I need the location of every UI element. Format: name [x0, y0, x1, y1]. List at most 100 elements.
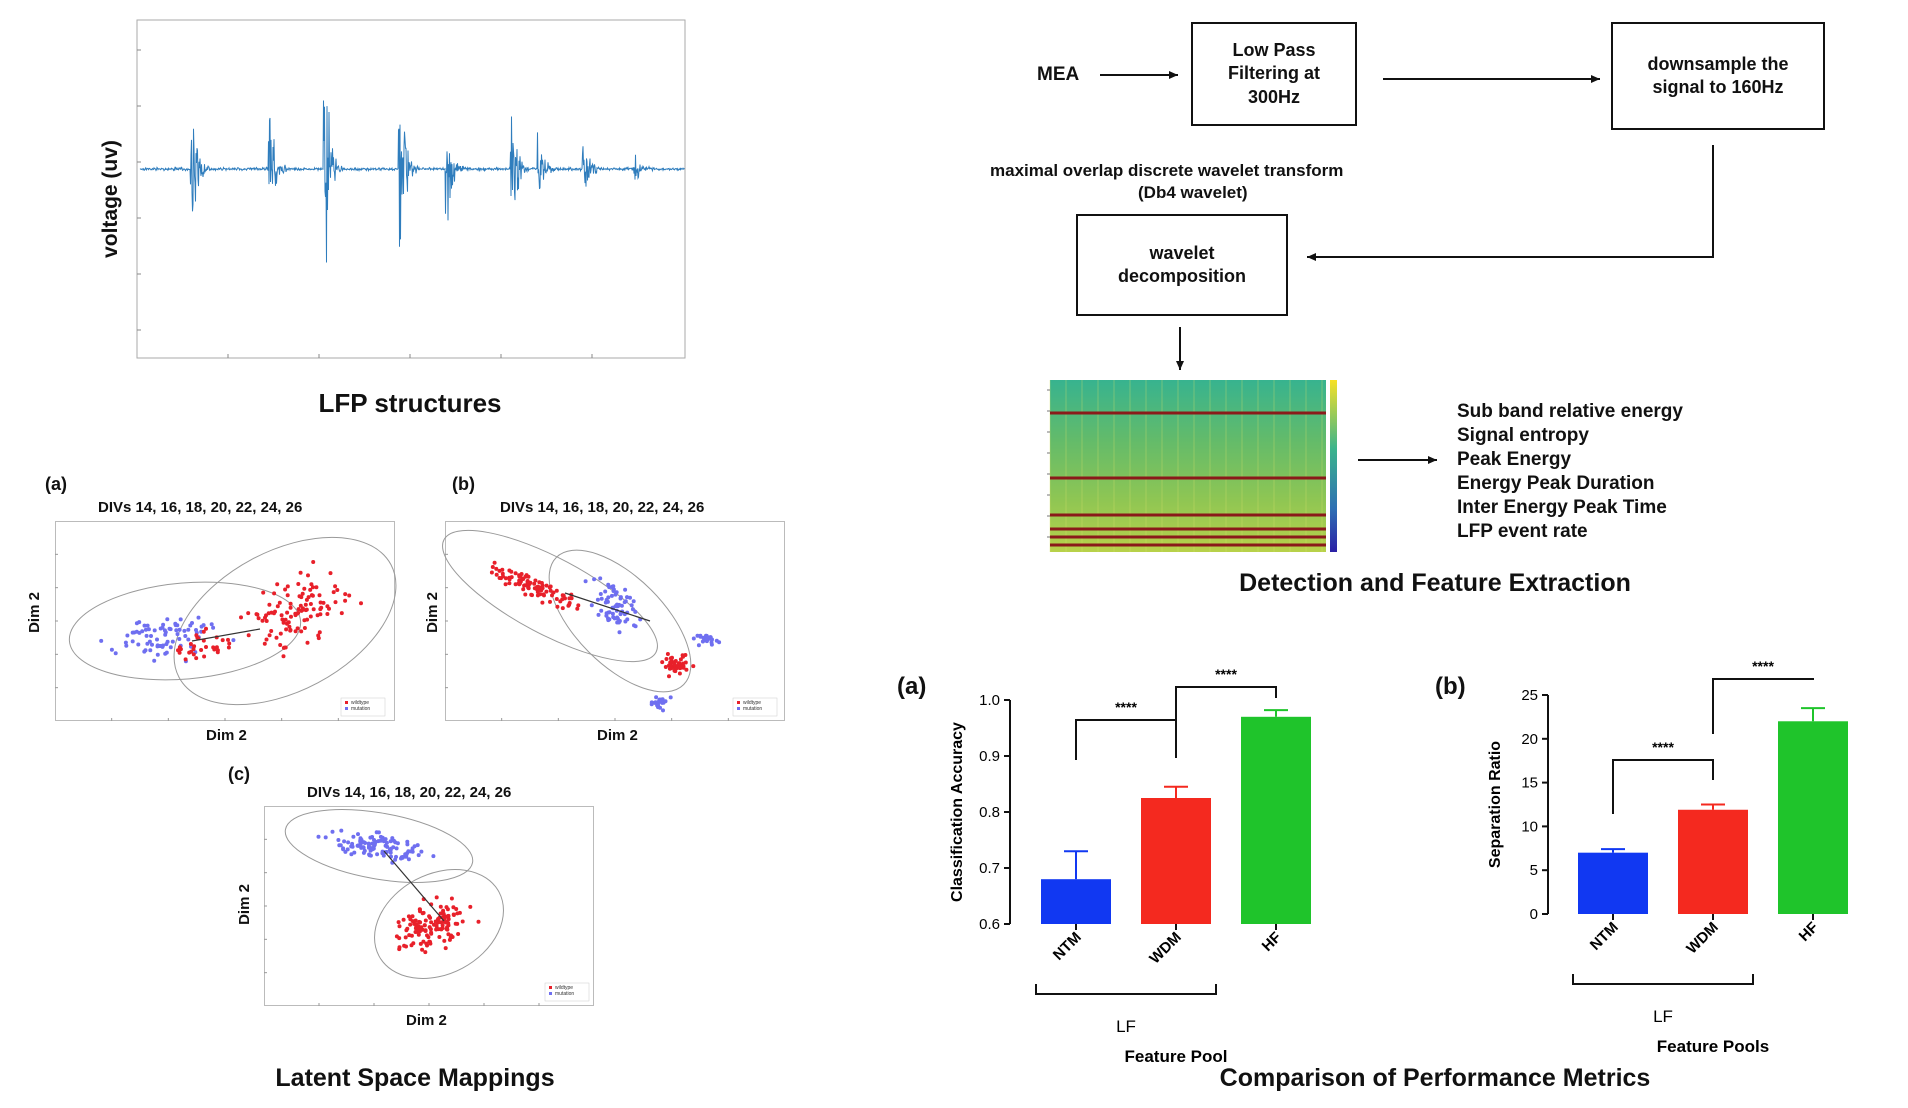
- scatter-point: [158, 626, 163, 631]
- scatter-point: [148, 648, 153, 653]
- scatter-point: [367, 852, 372, 857]
- latent-a-xlabel: Dim 2: [206, 727, 247, 744]
- scatter-point: [540, 600, 545, 605]
- scatter-point: [440, 923, 445, 928]
- scatter-point: [609, 593, 614, 598]
- scatter-point: [415, 843, 420, 848]
- scatter-point: [610, 585, 615, 590]
- scatter-point: [306, 573, 310, 578]
- scatter-point: [526, 585, 531, 590]
- scatter-point: [416, 930, 420, 935]
- scatter-point: [196, 615, 201, 620]
- cluster-ellipse: [284, 809, 474, 883]
- scatter-point: [623, 587, 628, 592]
- scatter-point: [316, 633, 321, 638]
- scatter-point: [656, 705, 660, 710]
- scatter-point: [239, 615, 243, 620]
- scatter-point: [615, 620, 620, 625]
- feature-item: Sub band relative energy: [1457, 401, 1683, 422]
- scatter-point: [438, 927, 443, 932]
- perf-caption: Comparison of Performance Metrics: [1219, 1064, 1651, 1092]
- scatter-point: [503, 576, 508, 581]
- scatter-point: [177, 645, 182, 650]
- scatter-point: [275, 582, 280, 587]
- y-tick-label: 0.6: [979, 916, 1000, 933]
- scatter-point: [695, 633, 700, 638]
- scatter-point: [175, 623, 180, 628]
- scatter-point: [279, 613, 284, 618]
- scatter-point: [665, 652, 670, 656]
- significance-stars: ****: [1752, 658, 1774, 674]
- feature-item: Inter Energy Peak Time: [1457, 497, 1667, 518]
- feature-item: Energy Peak Duration: [1457, 473, 1655, 494]
- scatter-point: [277, 600, 282, 605]
- scatter-point: [454, 907, 459, 911]
- bar-wdm: [1141, 798, 1211, 924]
- scatter-point: [663, 665, 668, 669]
- scatter-point: [691, 636, 696, 641]
- significance-stars: ****: [1652, 739, 1674, 755]
- scatter-point: [202, 654, 207, 659]
- scatter-point: [155, 637, 159, 642]
- scatter-point: [575, 606, 580, 611]
- legend-box: [544, 982, 590, 1002]
- y-tick-label: 15: [1521, 775, 1538, 792]
- legend-mutation-label: mutation: [555, 991, 574, 997]
- scatter-point: [285, 610, 290, 615]
- latent-b-title: DIVs 14, 16, 18, 20, 22, 24, 26: [500, 499, 705, 516]
- scatter-point: [176, 648, 180, 653]
- scatter-point: [525, 581, 530, 586]
- scatter-point: [535, 590, 540, 594]
- scatter-point: [328, 571, 333, 576]
- legend-box: [732, 697, 778, 717]
- legend-wildtype-label: wildtype: [351, 700, 369, 706]
- scatter-point: [264, 613, 268, 618]
- scatter-point: [453, 921, 458, 926]
- scatter-point: [618, 596, 623, 601]
- scatter-point: [676, 661, 681, 666]
- bar-b-letter: (b): [1435, 673, 1466, 700]
- bar-chart-accuracy: 0.6 0.7 0.8 0.9 1.0 Classification Accuracy NT…: [949, 666, 1311, 1066]
- scatter-point: [490, 565, 495, 569]
- scatter-point: [215, 650, 220, 655]
- scatter-point: [338, 843, 343, 848]
- arrow-downsample-to-wavelet: [1307, 145, 1714, 261]
- scatter-point: [558, 599, 563, 604]
- scatter-point: [356, 832, 360, 837]
- scatter-point: [427, 925, 432, 930]
- scatter-point: [654, 695, 659, 700]
- scatter-point: [267, 602, 272, 607]
- scatter-point: [460, 919, 465, 924]
- scatter-point: [414, 923, 419, 928]
- scatter-point: [548, 599, 552, 604]
- scatter-point: [285, 584, 290, 589]
- scatter-point: [418, 909, 422, 914]
- scatter-point: [124, 643, 129, 648]
- scatter-point: [625, 595, 629, 600]
- scatter-point: [211, 625, 216, 630]
- scatter-point: [287, 624, 292, 629]
- centroid-line: [383, 850, 445, 922]
- cluster-ellipse: [374, 869, 504, 979]
- scatter-point: [406, 914, 411, 919]
- scatter-point: [342, 839, 347, 844]
- scatter-point: [503, 582, 508, 587]
- scatter-point: [670, 655, 674, 660]
- scatter-point: [405, 842, 410, 847]
- scatter-point: [433, 919, 438, 924]
- scatter-point: [589, 603, 594, 608]
- x-tick-label: NTM: [1050, 929, 1085, 964]
- scatter-point: [142, 649, 147, 654]
- scatter-point: [359, 845, 364, 850]
- scatter-point: [378, 834, 383, 839]
- scatter-point: [521, 587, 526, 592]
- scatter-point: [437, 935, 442, 939]
- scatter-point: [343, 592, 348, 597]
- significance-bracket: [1612, 759, 1714, 814]
- latent-b-letter: (b): [452, 474, 475, 494]
- scatter-point: [145, 623, 150, 628]
- scatter-point: [615, 616, 620, 621]
- scatter-point: [425, 943, 429, 948]
- scatter-point: [227, 641, 232, 646]
